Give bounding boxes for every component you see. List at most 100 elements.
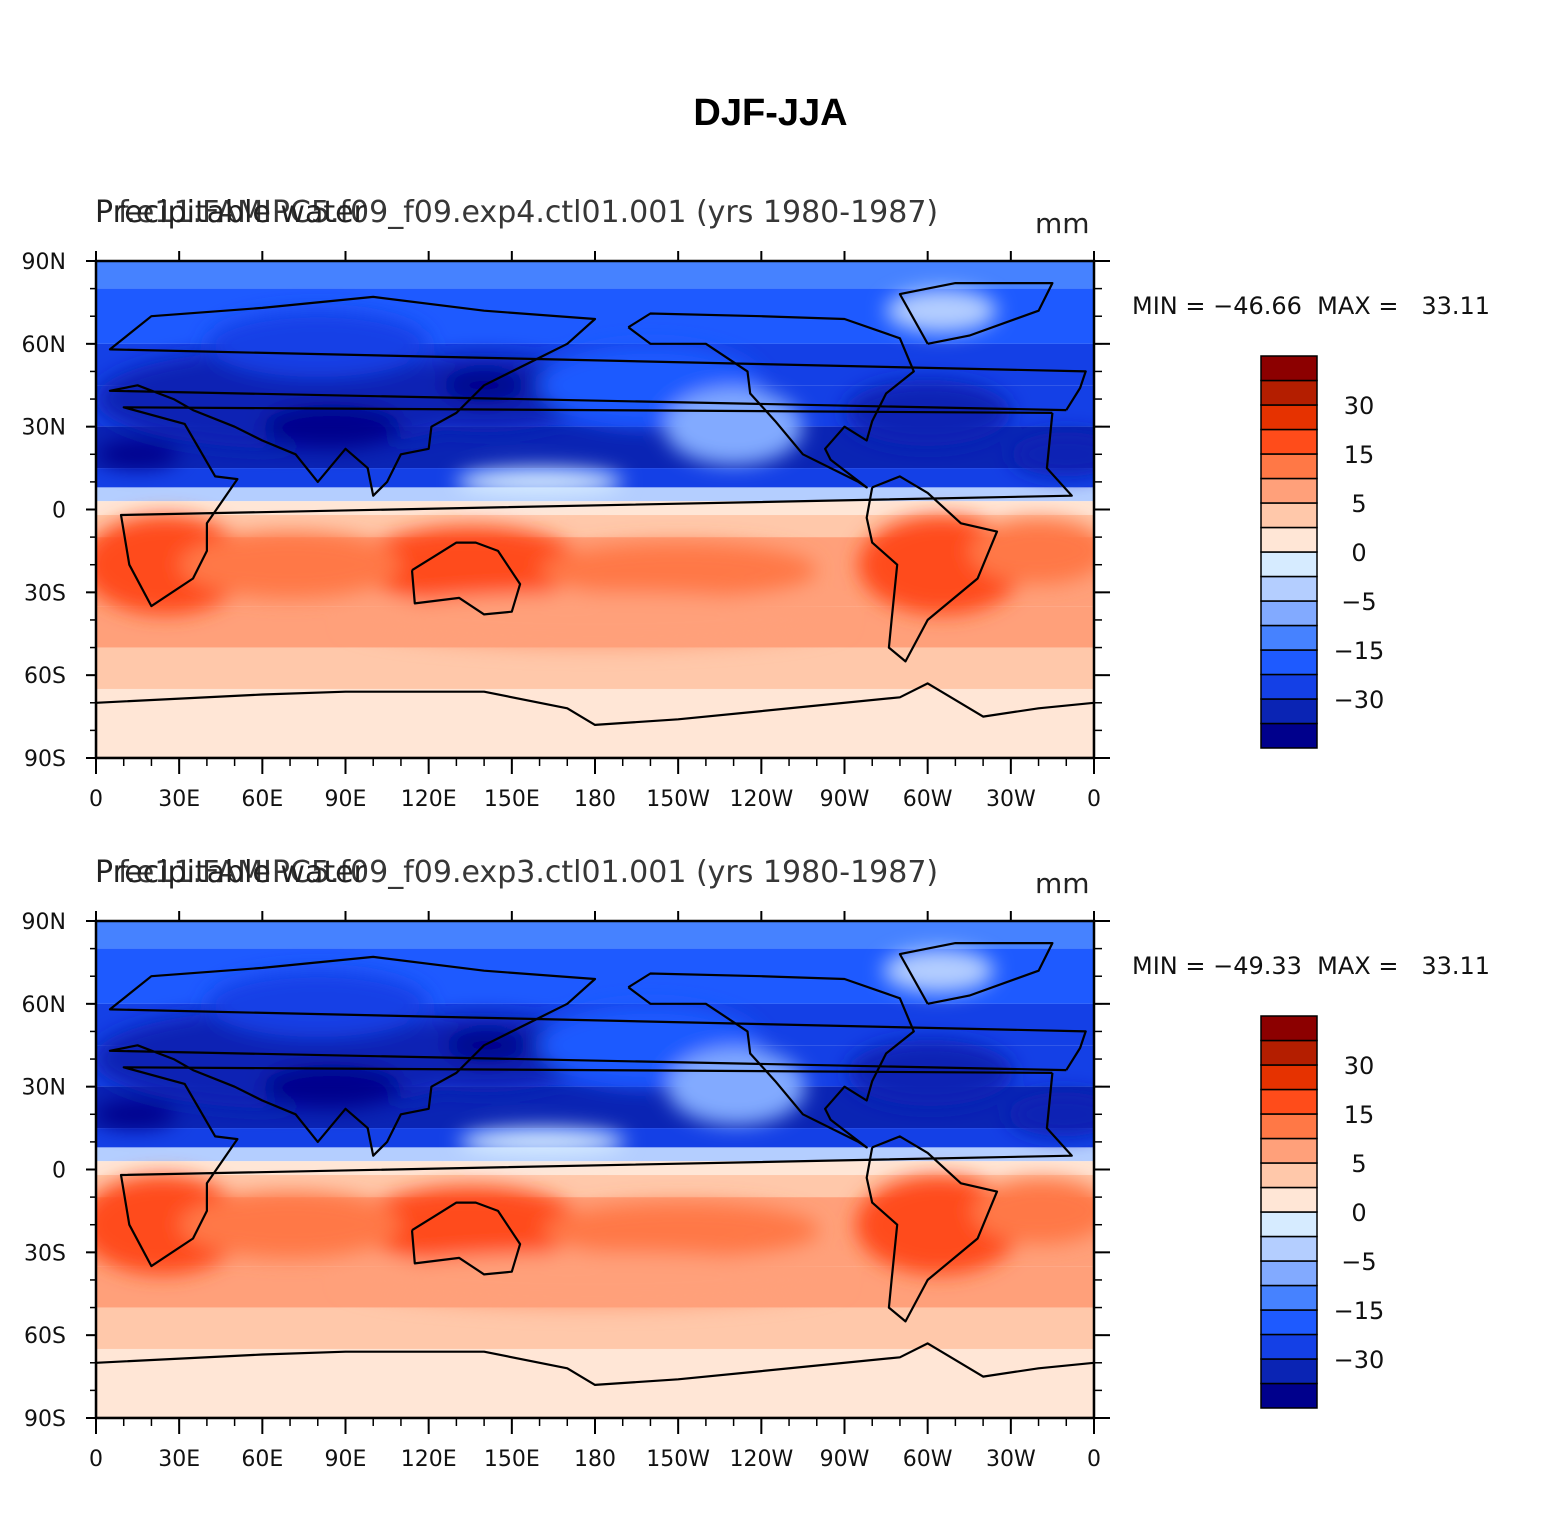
coastline-4 <box>410 541 522 616</box>
lat-tick-label: 60N <box>22 333 66 358</box>
lon-tick-label: 0 <box>1087 787 1101 812</box>
lon-tick-label: 120E <box>401 1447 457 1472</box>
lat-tick-label: 90N <box>22 910 66 935</box>
field-blob-20 <box>969 517 1094 585</box>
field-band-0 <box>96 921 1094 949</box>
lat-tick-label: 30N <box>22 1076 66 1101</box>
colorbar-label: −15 <box>1334 1297 1385 1325</box>
lon-tick-label: 0 <box>1087 1447 1101 1472</box>
coastline-5 <box>898 282 1054 345</box>
lon-tick-label: 90E <box>325 1447 367 1472</box>
lon-tick-label: 30W <box>986 1447 1036 1472</box>
colorbar-label: 0 <box>1351 1199 1366 1227</box>
field-blob-20 <box>972 1177 1094 1245</box>
colorbar-box-1 <box>1260 698 1318 725</box>
field-blob-11 <box>456 468 623 496</box>
field-blob-8 <box>664 388 803 466</box>
colorbar-label: −15 <box>1334 637 1385 665</box>
lon-tick-label: 30E <box>158 787 200 812</box>
field-blob-19 <box>179 531 401 598</box>
lat-tick-label: 30S <box>24 581 66 606</box>
lat-tick-label: 0 <box>52 1159 66 1184</box>
colorbar-label: −30 <box>1334 686 1385 714</box>
coastline-3 <box>865 1135 999 1323</box>
field-blob-3 <box>1008 1092 1094 1137</box>
lat-tick-label: 30S <box>24 1241 66 1266</box>
field-blob-16 <box>359 526 582 604</box>
colorbar-box-15 <box>1260 355 1318 382</box>
lon-tick-label: 90W <box>820 787 870 812</box>
field-blob-15 <box>96 515 249 615</box>
panel-top-min-max: MIN = −46.66 MAX = 33.11 <box>1132 292 1491 320</box>
field-blob-6 <box>96 1100 177 1129</box>
coastline-0 <box>119 406 1073 608</box>
colorbar-label: 15 <box>1344 441 1375 469</box>
field-blob-6 <box>96 440 180 469</box>
colorbar-box-5 <box>1260 1260 1318 1287</box>
colorbar-box-6 <box>1260 575 1318 602</box>
coastline-6 <box>96 682 1094 758</box>
colorbar-box-3 <box>1260 649 1318 676</box>
field-blob-15 <box>96 1175 246 1275</box>
colorbar-box-2 <box>1260 673 1318 700</box>
field-blob-21 <box>342 1252 842 1308</box>
field-blob-17 <box>542 1202 820 1258</box>
lat-tick-label: 30N <box>22 416 66 441</box>
lat-tick-label: 90S <box>24 1407 66 1432</box>
colorbar-box-13 <box>1260 1064 1318 1091</box>
lon-tick-label: 30E <box>158 1447 200 1472</box>
colorbar-box-7 <box>1260 551 1318 578</box>
field-blobs-1 <box>96 948 1094 1308</box>
coastlines-0 <box>96 282 1094 758</box>
lat-tick-label: 60S <box>24 1324 66 1349</box>
field-band-0 <box>96 261 1094 289</box>
colorbar-label: 30 <box>1344 1052 1375 1080</box>
coastline-0 <box>119 1066 1073 1268</box>
lon-tick-label: 150W <box>646 1447 710 1472</box>
contour-field-0 <box>96 261 1094 758</box>
field-band-6 <box>96 487 1094 502</box>
colorbar-box-0 <box>1260 1382 1318 1409</box>
coastlines-1 <box>96 942 1094 1418</box>
colorbar-box-1 <box>1260 1358 1318 1385</box>
colorbar-box-0 <box>1260 722 1318 749</box>
panel-bottom-variable-title: Precipitable water <box>95 855 366 890</box>
colorbar-box-3 <box>1260 1309 1318 1336</box>
lat-tick-label: 90N <box>22 250 66 275</box>
coastline-1 <box>108 955 1087 1157</box>
colorbar-label: −5 <box>1341 1248 1376 1276</box>
colorbar-box-8 <box>1260 526 1318 553</box>
lon-tick-label: 0 <box>89 787 103 812</box>
lon-tick-label: 120W <box>729 1447 793 1472</box>
colorbar-box-4 <box>1260 1284 1318 1311</box>
colorbar-box-14 <box>1260 379 1318 406</box>
panel-top-variable-title: Precipitable water <box>95 195 366 230</box>
panel-bottom-min-max: MIN = −49.33 MAX = 33.11 <box>1132 952 1491 980</box>
lon-tick-label: 180 <box>574 1447 616 1472</box>
lon-tick-label: 60W <box>903 1447 953 1472</box>
colorbar-box-10 <box>1260 477 1318 504</box>
coastline-5 <box>898 942 1054 1005</box>
colorbar-box-7 <box>1260 1211 1318 1238</box>
colorbar-box-2 <box>1260 1333 1318 1360</box>
colorbar-box-9 <box>1260 502 1318 529</box>
colorbar-box-13 <box>1260 404 1318 431</box>
field-band-12 <box>96 1348 1094 1418</box>
field-blob-9 <box>883 948 995 993</box>
field-band-7 <box>96 1161 1094 1176</box>
lat-tick-label: 60N <box>22 993 66 1018</box>
lon-tick-label: 30W <box>986 787 1036 812</box>
field-blob-10 <box>206 310 429 377</box>
map-plot-bottom: 90N 60N 30N 0 30S 60S 90S 0 30E 60E 90E 120E 150E 180… <box>22 910 1385 1472</box>
colorbar-box-12 <box>1260 428 1318 455</box>
lon-tick-label: 120E <box>401 787 457 812</box>
colorbar-box-4 <box>1260 624 1318 651</box>
colorbar-box-15 <box>1260 1015 1318 1042</box>
colorbar-box-10 <box>1260 1137 1318 1164</box>
lon-tick-label: 90W <box>820 1447 870 1472</box>
field-band-12 <box>96 688 1094 758</box>
field-band-7 <box>96 501 1094 516</box>
field-blob-3 <box>1010 432 1094 477</box>
map-plot-top: 90N 60N 30N 0 30S 60S 90S 0 30E 60E 90E 120E 150E 180… <box>22 250 1385 812</box>
field-band-8 <box>96 1175 1094 1198</box>
